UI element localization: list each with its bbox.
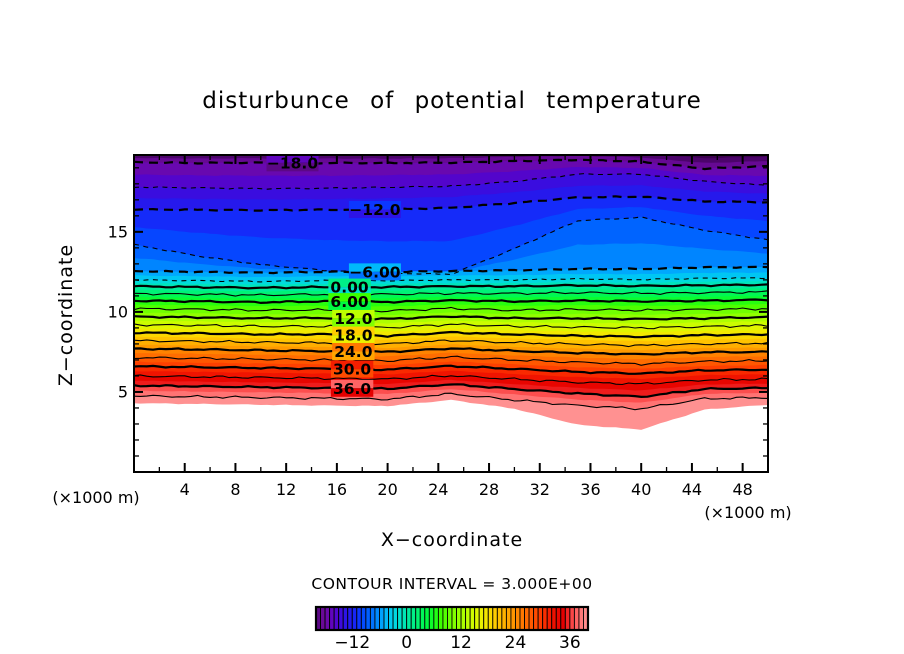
contour-label-18: 18.0 <box>334 327 372 345</box>
axis-ticks <box>134 155 768 472</box>
x-tick-label-48: 48 <box>732 480 752 499</box>
contour-line--18 <box>134 158 768 171</box>
contour-line-24 <box>134 347 768 356</box>
x-tick-label-36: 36 <box>580 480 600 499</box>
colorbar-tick-label-12: 12 <box>450 633 472 653</box>
contour-line--9 <box>134 216 768 276</box>
contour-line-30 <box>134 364 768 375</box>
colorbar-tick-label-36: 36 <box>559 633 581 653</box>
x-axis-label: X−coordinate <box>380 529 524 551</box>
contour-line-33 <box>134 374 768 386</box>
contour-line-39 <box>134 392 768 411</box>
contour-label-36: 36.0 <box>333 380 371 398</box>
contour-line-12 <box>134 315 768 321</box>
z-tick-label-15: 15 <box>108 222 128 241</box>
colorbar-frame <box>314 605 590 632</box>
x-tick-label-32: 32 <box>530 480 550 499</box>
colorbar-tick-label-0: 0 <box>401 633 412 653</box>
colorbar: −12 0 12 24 36 <box>314 605 590 653</box>
contour-label-0: 0.00 <box>330 279 368 297</box>
contour-label--18: −18.0 <box>267 154 318 172</box>
contour-label-12: 12.0 <box>334 310 372 328</box>
x-tick-label-44: 44 <box>682 480 702 499</box>
x-axis-unit-label: (×1000 m) <box>704 503 792 522</box>
chart-title: disturbunce of potential temperature <box>202 88 702 114</box>
contour-line-15 <box>134 323 768 330</box>
x-tick-label-24: 24 <box>428 480 448 499</box>
contour-label--12: −12.0 <box>349 201 400 219</box>
x-tick-label-8: 8 <box>230 480 240 499</box>
contour-line--15 <box>134 173 768 190</box>
contour-line-27 <box>134 355 768 366</box>
contour-line-21 <box>134 339 768 348</box>
x-tick-label-4: 4 <box>180 480 190 499</box>
contour-labels: −18.0 −12.0 −6.000.006.0012.018.024.030.03… <box>266 154 401 398</box>
z-tick-label-5: 5 <box>118 382 128 401</box>
x-tick-label-28: 28 <box>479 480 499 499</box>
contour-line-18 <box>134 330 768 339</box>
colorbar-tick-label--12: −12 <box>334 633 370 653</box>
x-tick-label-20: 20 <box>377 480 397 499</box>
contour-line--6 <box>134 265 768 275</box>
colorbar-tick-label-24: 24 <box>505 633 527 653</box>
contour-interval-label: CONTOUR INTERVAL = 3.000E+00 <box>311 575 593 593</box>
contour-label--6: −6.00 <box>349 263 400 281</box>
x-tick-label-12: 12 <box>276 480 296 499</box>
contour-line-3 <box>134 290 768 297</box>
contour-label-24: 24.0 <box>334 343 372 361</box>
contour-line-36 <box>134 383 768 399</box>
contour-label-6: 6.00 <box>330 293 368 311</box>
contour-line--3 <box>134 277 768 283</box>
z-tick-label-10: 10 <box>108 302 128 321</box>
x-tick-label-16: 16 <box>327 480 347 499</box>
x-tick-label-40: 40 <box>631 480 651 499</box>
contour-line--12 <box>134 195 768 212</box>
z-axis-unit-label: (×1000 m) <box>52 488 140 507</box>
contour-label-30: 30.0 <box>333 361 371 379</box>
contour-line-9 <box>134 306 768 313</box>
contour-line-6 <box>134 298 768 305</box>
contour-lines <box>134 158 768 411</box>
plot-frame <box>133 154 769 473</box>
contour-line-0 <box>134 283 768 290</box>
